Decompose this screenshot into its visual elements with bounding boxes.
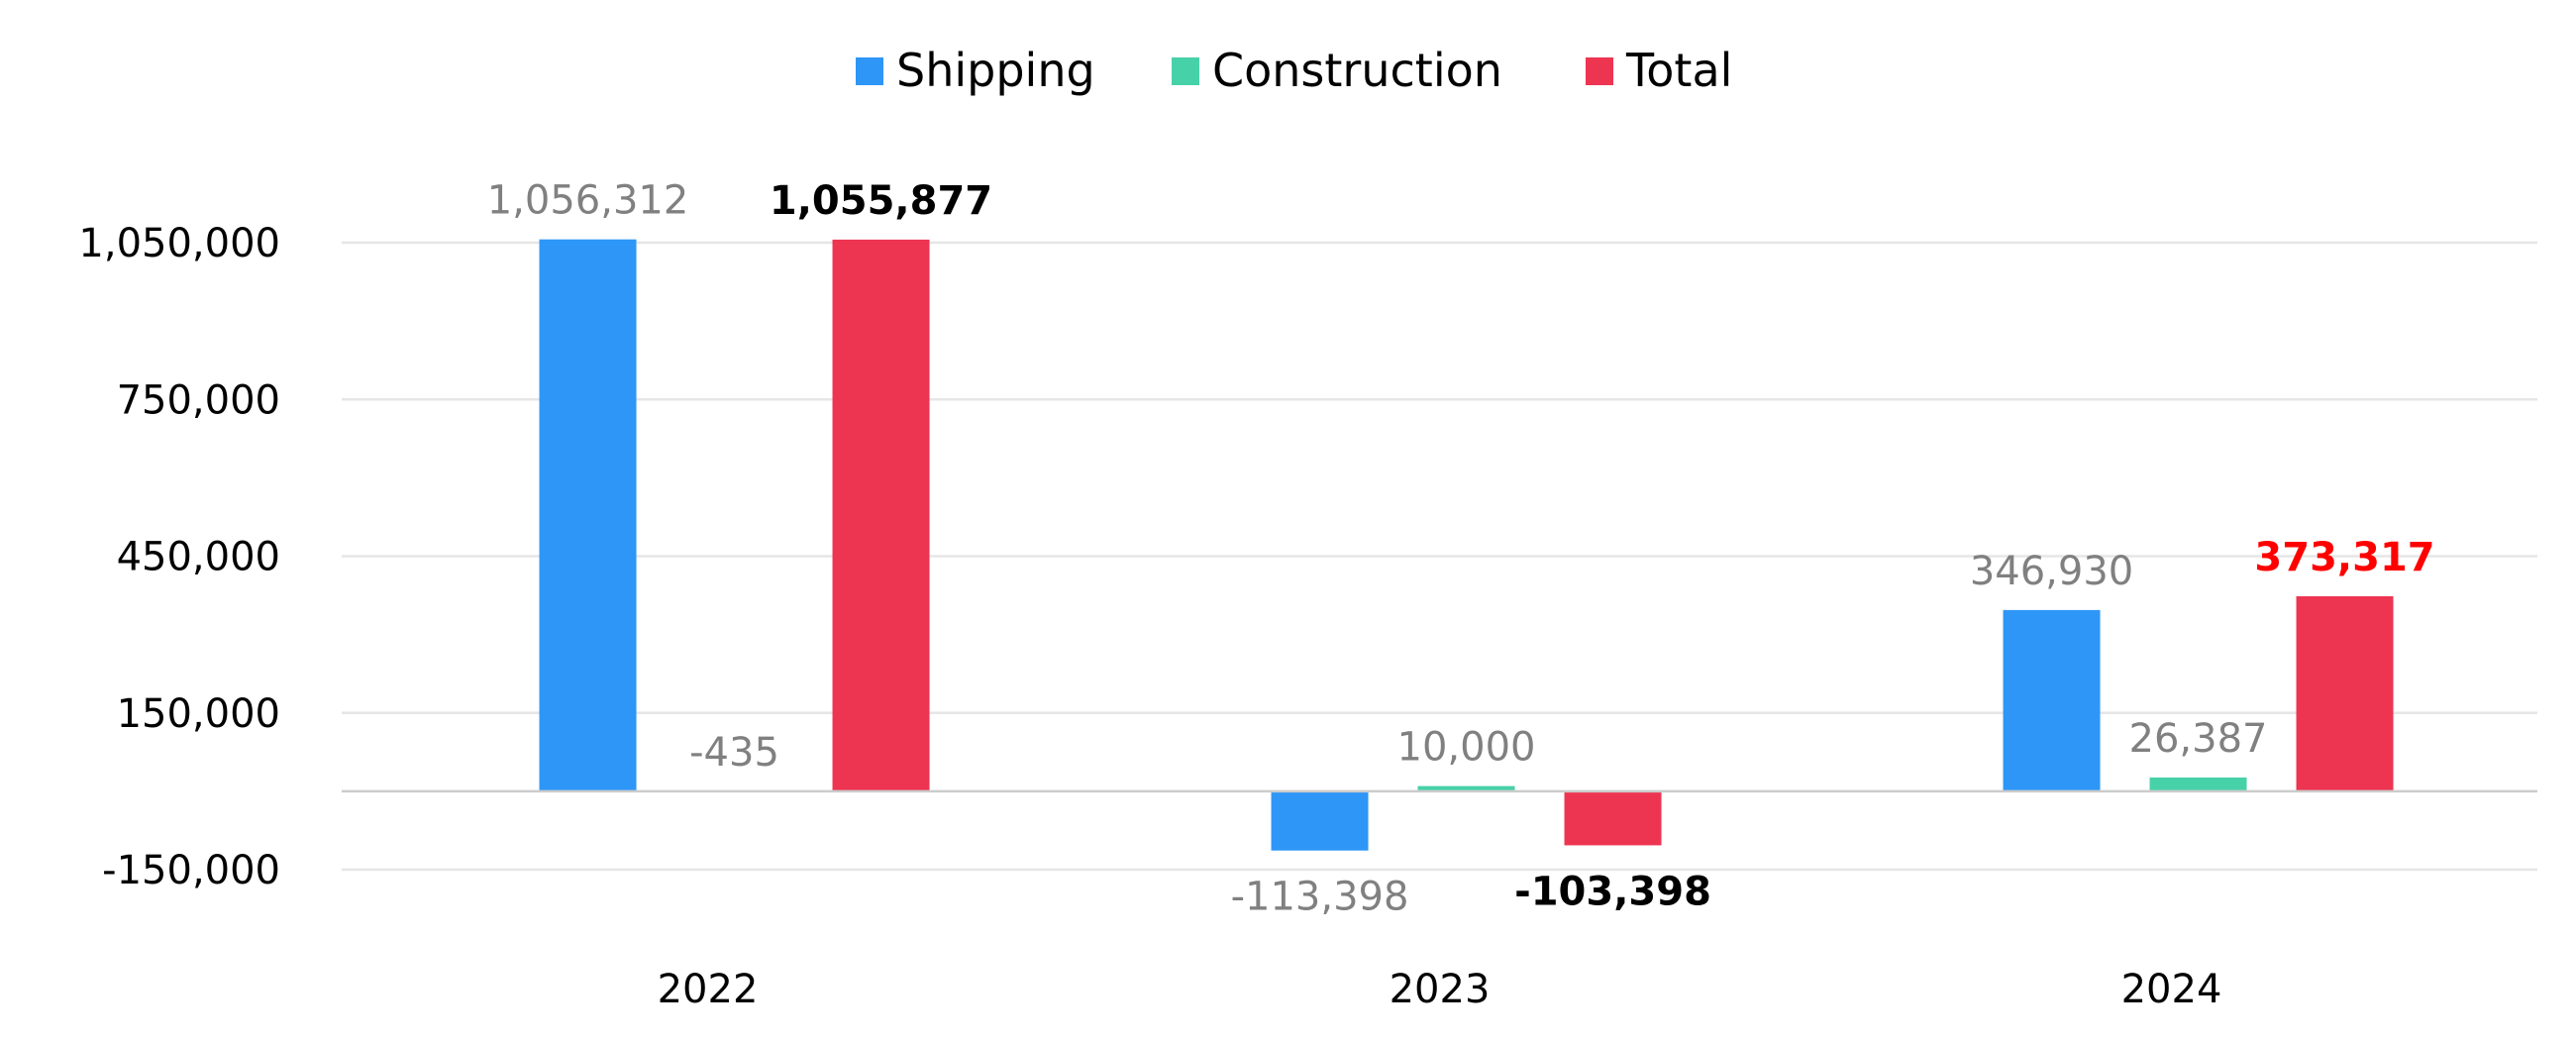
data-label: 373,317	[2254, 535, 2434, 580]
x-tick-label: 2022	[658, 967, 759, 1012]
y-tick-label: -150,000	[102, 848, 280, 893]
legend-swatch-total	[1586, 57, 1613, 85]
data-label: -113,398	[1231, 875, 1409, 920]
data-labels: 1,056,312 -435 1,055,877 -113,398 10,000 -103…	[487, 178, 2435, 920]
y-tick-label: 450,000	[117, 535, 280, 580]
x-axis: 2022 2023 2024	[658, 967, 2222, 1012]
legend-swatch-construction	[1172, 57, 1199, 85]
data-label: 346,930	[1970, 549, 2133, 594]
x-tick-label: 2023	[1390, 967, 1491, 1012]
data-label: 1,055,877	[770, 178, 992, 224]
x-tick-label: 2024	[2121, 967, 2222, 1012]
legend-label-construction: Construction	[1212, 44, 1502, 97]
y-axis: -150,000 150,000 450,000 750,000 1,050,000	[78, 221, 280, 893]
data-label: 26,387	[2129, 716, 2268, 762]
y-tick-label: 750,000	[117, 377, 280, 423]
data-label: 10,000	[1397, 725, 1536, 771]
legend-label-shipping: Shipping	[896, 44, 1095, 97]
data-label: -435	[689, 730, 779, 776]
y-tick-label: 150,000	[117, 691, 280, 737]
bar-total-2023	[1564, 790, 1662, 846]
bar-construction-2023	[1417, 785, 1515, 791]
data-label: -103,398	[1514, 869, 1711, 914]
y-tick-label: 1,050,000	[78, 221, 280, 266]
bar-construction-2024	[2149, 777, 2247, 791]
gridlines	[342, 241, 2537, 872]
legend-label-total: Total	[1625, 44, 1732, 97]
bar-shipping-2023	[1271, 790, 1369, 851]
legend: Shipping Construction Total	[856, 44, 1732, 97]
data-label: 1,056,312	[487, 178, 689, 224]
bar-shipping-2022	[539, 239, 637, 791]
legend-swatch-shipping	[856, 57, 883, 85]
bar-total-2022	[832, 239, 930, 791]
bars	[539, 239, 2394, 851]
bar-shipping-2024	[2003, 609, 2101, 791]
bar-total-2024	[2296, 595, 2394, 791]
